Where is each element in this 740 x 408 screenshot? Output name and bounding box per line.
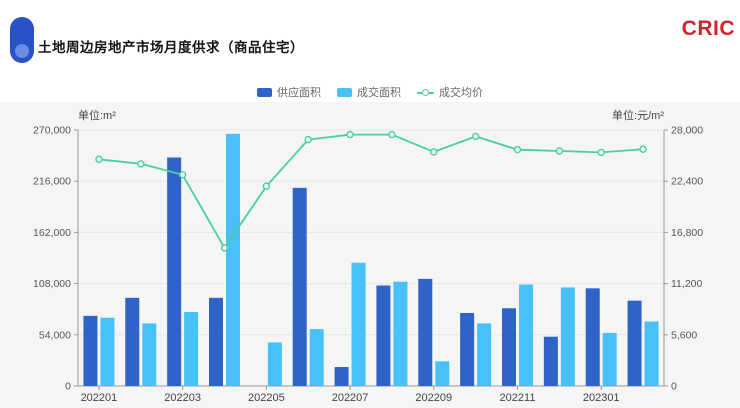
legend-label: 供应面积 xyxy=(277,87,321,99)
bar-供应面积-202201 xyxy=(83,315,98,386)
legend-label: 成交均价 xyxy=(439,87,483,99)
bar-成交面积-202212 xyxy=(560,287,575,386)
left-axis-tick-label: 108,000 xyxy=(33,278,71,290)
legend-item-供应面积[interactable]: 供应面积 xyxy=(257,84,321,100)
bar-成交面积-202209 xyxy=(435,361,450,386)
bar-成交面积-202204 xyxy=(226,133,240,386)
bar-供应面积-202212 xyxy=(543,336,558,386)
bar-供应面积-202202 xyxy=(125,297,140,386)
line-marker-202210 xyxy=(471,132,480,141)
line-成交均价 xyxy=(98,133,644,249)
x-axis-tick-label: 202209 xyxy=(415,392,452,404)
bar-成交面积-202201 xyxy=(100,317,115,386)
bar-供应面积-202203 xyxy=(167,157,182,386)
x-axis-tick-label: 202207 xyxy=(332,392,369,404)
right-axis-unit: 单位:元/m² xyxy=(612,110,664,122)
right-axis-tick-label: 11,200 xyxy=(671,278,702,290)
legend-item-成交均价[interactable]: 成交均价 xyxy=(417,84,483,100)
left-axis-tick-label: 54,000 xyxy=(39,329,71,341)
legend-line-icon xyxy=(417,88,434,97)
right-axis-tick-label: 22,400 xyxy=(671,176,703,188)
bar-成交面积-202210 xyxy=(477,323,492,386)
bar-供应面积-202207 xyxy=(334,367,349,386)
left-axis-tick-label: 270,000 xyxy=(33,125,71,137)
title-pill-icon xyxy=(10,17,34,63)
legend-label: 成交面积 xyxy=(357,87,401,99)
right-axis-tick-label: 5,600 xyxy=(671,329,697,341)
bar-成交面积-202208 xyxy=(393,281,408,386)
title-pill-dot-icon xyxy=(15,44,29,58)
bar-供应面积-202211 xyxy=(502,308,516,386)
line-marker-202302 xyxy=(639,145,647,153)
bar-成交面积-202301 xyxy=(602,332,617,386)
bar-成交面积-202211 xyxy=(519,284,533,386)
line-marker-202203 xyxy=(178,171,187,179)
x-axis-tick-label: 202201 xyxy=(81,392,118,404)
legend-item-成交面积[interactable]: 成交面积 xyxy=(337,84,401,100)
x-axis-tick-label: 202203 xyxy=(164,392,201,404)
left-axis-tick-label: 0 xyxy=(65,381,71,393)
bar-成交面积-202203 xyxy=(184,312,199,386)
line-marker-202301 xyxy=(597,148,605,157)
line-marker-202212 xyxy=(555,147,564,155)
line-marker-202201 xyxy=(95,155,103,163)
bar-供应面积-202206 xyxy=(292,187,307,386)
bar-成交面积-202205 xyxy=(267,342,282,386)
line-marker-202208 xyxy=(388,130,396,139)
line-marker-202207 xyxy=(346,130,354,139)
line-marker-202211 xyxy=(513,145,522,154)
bar-成交面积-202206 xyxy=(309,329,324,386)
header: 土地周边房地产市场月度供求（商品住宅） CRIC xyxy=(0,0,740,70)
line-marker-202202 xyxy=(137,160,145,168)
x-axis-tick-label: 202211 xyxy=(500,392,536,404)
right-axis-tick-label: 0 xyxy=(671,381,677,393)
bar-供应面积-202209 xyxy=(418,278,433,386)
bar-供应面积-202210 xyxy=(460,312,475,386)
right-axis-tick-label: 16,800 xyxy=(671,227,703,239)
bar-成交面积-202202 xyxy=(142,323,157,386)
left-axis-unit: 单位:m² xyxy=(78,110,116,122)
line-marker-202204 xyxy=(220,244,229,252)
line-marker-202206 xyxy=(304,135,312,144)
bar-成交面积-202207 xyxy=(351,262,366,386)
bar-供应面积-202204 xyxy=(209,297,223,386)
line-marker-202205 xyxy=(262,182,271,190)
right-axis-tick-label: 28,000 xyxy=(671,125,703,137)
bar-供应面积-202208 xyxy=(376,285,391,386)
left-axis-tick-label: 162,000 xyxy=(33,227,71,239)
bar-成交面积-202302 xyxy=(644,321,659,386)
line-marker-202209 xyxy=(430,148,438,156)
cric-logo: CRIC xyxy=(681,17,735,40)
x-axis-tick-label: 202301 xyxy=(583,392,620,404)
bar-供应面积-202301 xyxy=(585,288,600,386)
bar-供应面积-202302 xyxy=(627,300,642,386)
left-axis-tick-label: 216,000 xyxy=(33,176,71,188)
legend-swatch-icon xyxy=(257,87,272,97)
page-title: 土地周边房地产市场月度供求（商品住宅） xyxy=(38,40,304,55)
chart-legend: 供应面积 成交面积 成交均价 xyxy=(0,84,740,100)
x-axis-tick-label: 202205 xyxy=(248,392,285,404)
legend-swatch-icon xyxy=(337,87,352,97)
